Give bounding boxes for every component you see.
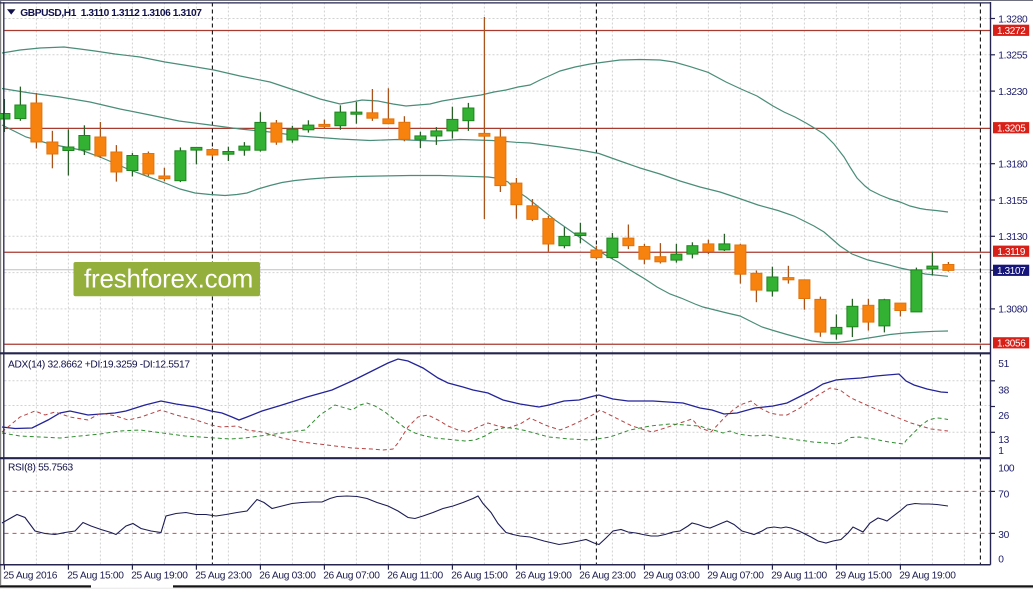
svg-text:1.3130: 1.3130 xyxy=(998,232,1028,243)
svg-text:1.3280: 1.3280 xyxy=(998,14,1028,25)
svg-text:1.3205: 1.3205 xyxy=(997,123,1026,134)
svg-text:1.3272: 1.3272 xyxy=(997,26,1025,37)
svg-text:ADX(14) 32.8662 +DI:19.3259 -D: ADX(14) 32.8662 +DI:19.3259 -DI:12.5517 xyxy=(8,360,190,371)
svg-text:1.3255: 1.3255 xyxy=(998,51,1028,62)
svg-text:25 Aug 23:00: 25 Aug 23:00 xyxy=(195,571,252,582)
svg-text:70: 70 xyxy=(998,490,1009,501)
svg-text:51: 51 xyxy=(998,359,1009,370)
svg-text:26 Aug 19:00: 26 Aug 19:00 xyxy=(515,571,572,582)
svg-text:1.3056: 1.3056 xyxy=(997,338,1026,349)
svg-text:GBPUSD,H1 1.3110 1.3112 1.310: GBPUSD,H1 1.3110 1.3112 1.3106 1.3107 xyxy=(20,8,202,19)
svg-text:29 Aug 15:00: 29 Aug 15:00 xyxy=(835,571,892,582)
svg-text:25 Aug 19:00: 25 Aug 19:00 xyxy=(131,571,188,582)
svg-text:1.3107: 1.3107 xyxy=(997,266,1025,277)
svg-text:29 Aug 03:00: 29 Aug 03:00 xyxy=(643,571,700,582)
svg-text:1.3180: 1.3180 xyxy=(998,160,1028,171)
svg-text:26 Aug 15:00: 26 Aug 15:00 xyxy=(451,571,508,582)
svg-text:29 Aug 11:00: 29 Aug 11:00 xyxy=(771,571,827,582)
svg-text:1.3155: 1.3155 xyxy=(998,196,1028,207)
svg-text:100: 100 xyxy=(998,464,1015,475)
svg-text:26 Aug 03:00: 26 Aug 03:00 xyxy=(259,571,316,582)
svg-text:25 Aug 15:00: 25 Aug 15:00 xyxy=(67,571,124,582)
svg-text:38: 38 xyxy=(998,386,1009,397)
svg-text:RSI(8) 55.7563: RSI(8) 55.7563 xyxy=(8,463,74,474)
svg-text:26: 26 xyxy=(998,411,1009,422)
svg-text:1.3080: 1.3080 xyxy=(998,305,1028,316)
svg-text:30: 30 xyxy=(998,530,1009,541)
svg-text:26 Aug 23:00: 26 Aug 23:00 xyxy=(579,571,636,582)
svg-text:29 Aug 07:00: 29 Aug 07:00 xyxy=(707,571,764,582)
svg-text:26 Aug 11:00: 26 Aug 11:00 xyxy=(387,571,443,582)
svg-text:25 Aug 2016: 25 Aug 2016 xyxy=(3,571,58,582)
svg-text:1.3230: 1.3230 xyxy=(998,87,1028,98)
svg-text:1.3119: 1.3119 xyxy=(997,247,1025,258)
svg-text:29 Aug 19:00: 29 Aug 19:00 xyxy=(899,571,956,582)
svg-text:0: 0 xyxy=(998,554,1004,565)
svg-text:freshforex.com: freshforex.com xyxy=(84,264,253,294)
svg-text:13: 13 xyxy=(998,435,1009,446)
svg-text:1: 1 xyxy=(998,446,1004,457)
svg-text:26 Aug 07:00: 26 Aug 07:00 xyxy=(323,571,380,582)
